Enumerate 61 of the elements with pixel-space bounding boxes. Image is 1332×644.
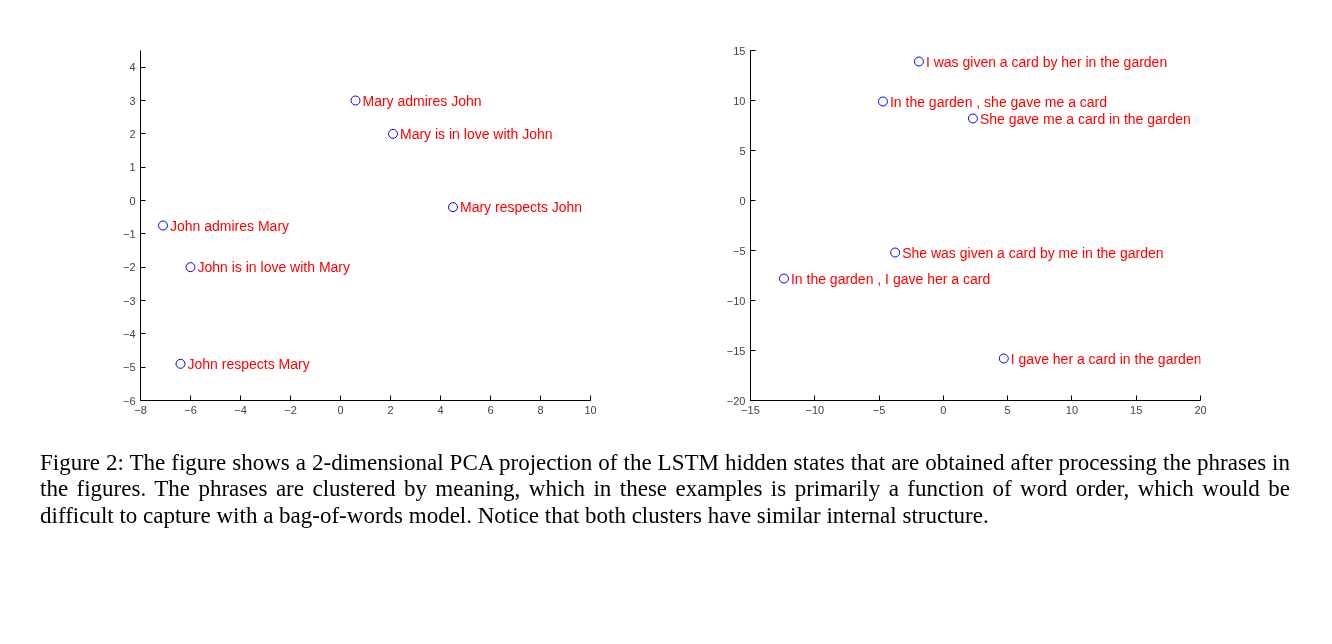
y-tick-label: −5 [122,361,136,374]
y-tick-label: 5 [739,144,746,157]
y-tick-label: −2 [122,261,136,274]
y-tick-label: −20 [726,394,746,407]
annotation: John is in love with Mary [197,259,351,276]
x-tick-label: 0 [940,403,947,416]
point [185,262,196,273]
point [350,95,361,106]
annotation: I was given a card by her in the garden [925,53,1168,70]
x-tick-label: 15 [1130,403,1143,416]
x-tick-label: −10 [805,403,825,416]
annotation: She gave me a card in the garden [979,110,1191,127]
annotation: Mary respects John [460,199,583,216]
x-tick-label: −8 [134,403,147,416]
y-tick-label: −4 [122,327,136,340]
x-tick-label: 0 [337,403,344,416]
y-tick-label: −1 [122,227,136,240]
annotation: I gave her a card in the garden [1010,350,1202,367]
y-tick-label: 4 [129,61,136,74]
y-tick-label: −6 [122,394,136,407]
x-tick-label: 8 [537,403,544,416]
y-tick-label: 0 [129,194,136,207]
point [388,128,398,139]
annotation: In the garden , I gave her a card [790,270,991,287]
caption: Figure 2: The figure shows a 2-dimensional PCA projection of the LSTM hidden states that are obtained after processing the phrases in the figures. The phrases are clustered by meaning, which in these examples is primarily a function of word order, which would be difficult to capture with a bag-of-words model. Notice that both clusters have similar internal structure. [40,450,1290,530]
x-tick-label: 2 [387,403,394,416]
y-tick-label: 2 [129,127,136,140]
y-tick-label: 15 [733,44,746,57]
point [448,202,458,213]
point [158,220,168,231]
point [967,113,978,124]
point [890,247,901,258]
y-tick-label: 1 [129,161,136,174]
x-tick-label: 4 [437,403,444,416]
x-tick-label: 10 [584,403,597,416]
y-tick-label: −15 [726,344,746,357]
y-tick-label: −3 [122,294,136,307]
x-tick-label: 20 [1194,403,1207,416]
x-tick-label: 6 [487,403,494,416]
x-tick-label: −6 [184,403,197,416]
y-tick-label: −10 [726,294,746,307]
annotation: John admires Mary [170,217,290,234]
point [175,358,186,369]
point [877,96,888,107]
point [998,353,1009,364]
x-tick-label: 5 [1004,403,1011,416]
x-tick-label: 10 [1065,403,1079,416]
annotation: In the garden , she gave me a card [889,93,1108,110]
y-tick-label: −5 [732,244,746,257]
point [913,56,924,67]
x-tick-label: −4 [234,403,247,416]
y-tick-label: 10 [733,94,746,107]
point [778,273,789,284]
annotation: Mary admires John [362,92,482,109]
x-tick-label: −5 [872,403,886,416]
annotation: John respects Mary [187,355,310,372]
y-tick-label: 0 [739,194,746,207]
y-tick-label: 3 [129,94,136,107]
x-tick-label: −2 [284,403,297,416]
annotation: Mary is in love with John [400,125,553,142]
annotation: She was given a card by me in the garden [902,244,1164,261]
